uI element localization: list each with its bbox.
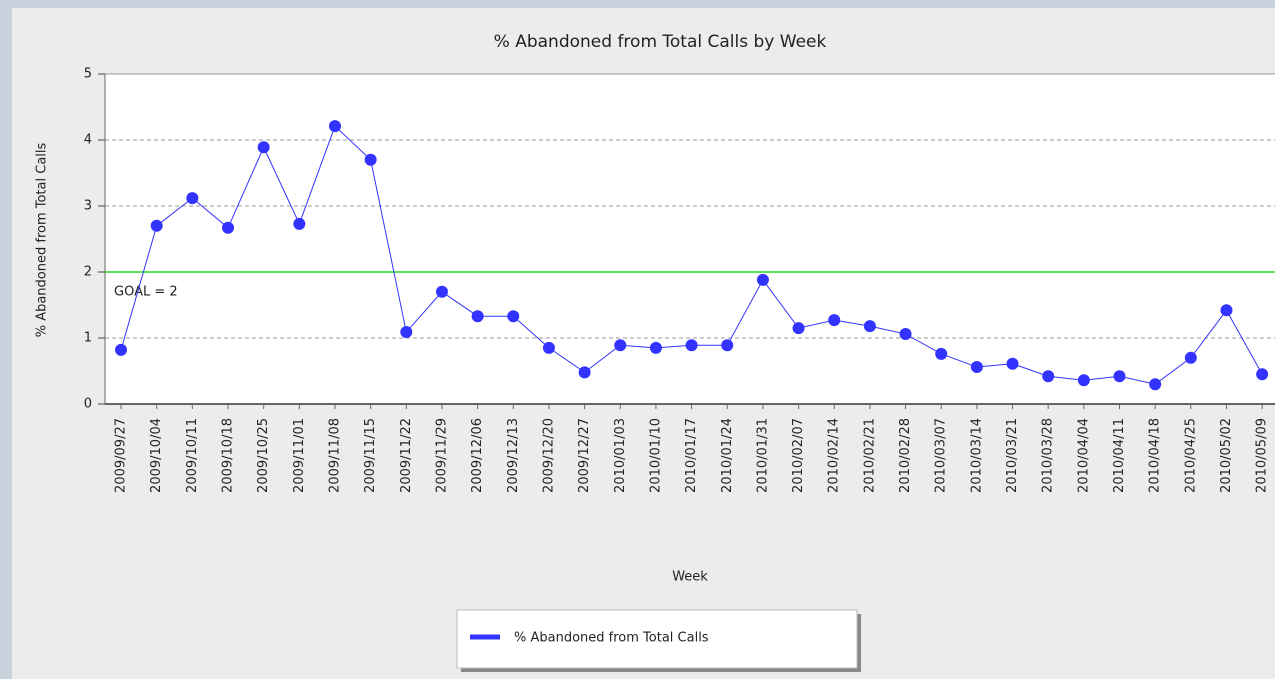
y-tick-label: 2 xyxy=(84,265,92,280)
data-point xyxy=(1077,374,1090,387)
y-tick-label: 0 xyxy=(84,397,92,412)
goal-label: GOAL = 2 xyxy=(114,285,178,300)
x-tick-label: 2010/02/14 xyxy=(827,418,842,493)
x-tick-label: 2009/12/20 xyxy=(541,418,556,493)
data-point xyxy=(1006,357,1019,370)
x-tick-label: 2010/01/17 xyxy=(684,418,699,493)
x-tick-label: 2010/05/02 xyxy=(1219,418,1234,493)
x-tick-label: 2010/01/24 xyxy=(720,418,735,493)
data-point xyxy=(792,322,805,335)
x-tick-label: 2009/12/27 xyxy=(577,418,592,493)
data-point xyxy=(542,341,555,354)
x-tick-label: 2010/03/14 xyxy=(969,418,984,493)
data-point xyxy=(471,310,484,323)
x-tick-label: 2010/02/28 xyxy=(898,418,913,493)
data-point xyxy=(1184,351,1197,364)
x-tick-label: 2009/11/22 xyxy=(399,418,414,493)
data-point xyxy=(328,120,341,133)
x-tick-label: 2010/03/21 xyxy=(1005,418,1020,493)
data-point xyxy=(649,341,662,354)
data-point xyxy=(400,326,413,339)
x-tick-label: 2010/04/25 xyxy=(1183,418,1198,493)
y-tick-label: 4 xyxy=(84,133,92,148)
data-point xyxy=(115,343,128,356)
x-tick-label: 2010/04/11 xyxy=(1112,418,1127,493)
data-point xyxy=(863,320,876,333)
data-point xyxy=(507,310,520,323)
y-tick-label: 5 xyxy=(84,67,92,82)
chart-title: % Abandoned from Total Calls by Week xyxy=(494,32,827,52)
y-tick-label: 3 xyxy=(84,199,92,214)
x-tick-label: 2010/04/18 xyxy=(1148,418,1163,493)
x-tick-label: 2009/12/13 xyxy=(506,418,521,493)
data-point xyxy=(186,192,199,205)
data-point xyxy=(685,339,698,352)
x-tick-label: 2009/12/06 xyxy=(470,418,485,493)
x-tick-label: 2010/01/10 xyxy=(648,418,663,493)
x-tick-label: 2009/11/29 xyxy=(434,418,449,493)
data-point xyxy=(1042,370,1055,383)
x-tick-label: 2010/04/04 xyxy=(1076,418,1091,493)
x-tick-label: 2009/11/15 xyxy=(363,418,378,493)
data-point xyxy=(721,339,734,352)
x-tick-label: 2009/10/11 xyxy=(185,418,200,493)
x-tick-label: 2010/02/07 xyxy=(791,418,806,493)
plot-area xyxy=(105,74,1275,404)
x-tick-label: 2010/01/03 xyxy=(613,418,628,493)
legend-box xyxy=(456,609,858,669)
x-tick-label: 2010/03/28 xyxy=(1041,418,1056,493)
x-axis-label: Week xyxy=(672,570,708,585)
x-tick-label: 2010/01/31 xyxy=(755,418,770,493)
data-point xyxy=(257,141,270,154)
x-tick-label: 2009/10/25 xyxy=(256,418,271,493)
data-point xyxy=(828,314,841,327)
data-point xyxy=(1220,304,1233,317)
y-tick-label: 1 xyxy=(84,331,92,346)
data-point xyxy=(970,361,983,374)
data-point xyxy=(222,221,235,234)
x-tick-label: 2010/02/21 xyxy=(862,418,877,493)
data-point xyxy=(1149,378,1162,391)
data-point xyxy=(1113,370,1126,383)
x-tick-label: 2010/03/07 xyxy=(934,418,949,493)
x-tick-label: 2009/10/04 xyxy=(149,418,164,493)
data-point xyxy=(935,347,948,360)
x-tick-label: 2009/10/18 xyxy=(221,418,236,493)
x-tick-label: 2009/11/08 xyxy=(327,418,342,493)
data-point xyxy=(293,217,306,230)
data-point xyxy=(435,285,448,298)
y-axis-label: % Abandoned from Total Calls xyxy=(35,142,50,337)
data-point xyxy=(364,153,377,166)
legend-label: % Abandoned from Total Calls xyxy=(514,631,709,646)
data-point xyxy=(614,339,627,352)
data-point xyxy=(899,328,912,341)
x-tick-label: 2010/05/09 xyxy=(1255,418,1270,493)
x-tick-label: 2009/11/01 xyxy=(292,418,307,493)
data-point xyxy=(756,273,769,286)
x-tick-label: 2009/09/27 xyxy=(114,418,129,493)
data-point xyxy=(1256,368,1269,381)
data-point xyxy=(578,366,591,379)
data-point xyxy=(150,219,163,232)
